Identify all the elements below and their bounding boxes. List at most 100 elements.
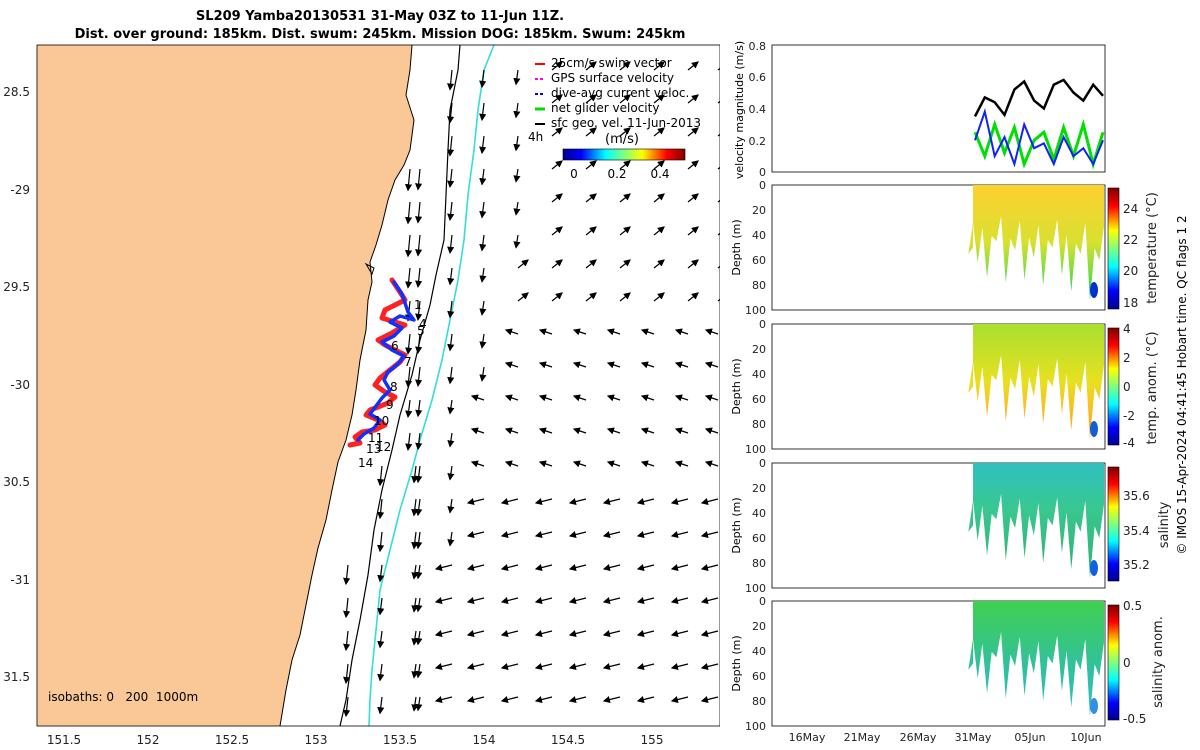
x-tick-label: 21May (844, 731, 881, 744)
cbar-tick: -0.5 (1123, 712, 1146, 726)
x-tick-label: 154.5 (551, 733, 585, 747)
time-x-ticks: 16May 21May 26May 31May 05Jun 10Jun (789, 731, 1102, 744)
velocity-arrow (606, 460, 621, 468)
velocity-arrow (404, 201, 413, 225)
y-tick-label: 0.8 (749, 40, 767, 53)
y-tick-label: 29.5 (3, 280, 30, 294)
velocity-arrow (415, 333, 423, 354)
velocity-arrow (447, 201, 455, 222)
velocity-arrow (653, 160, 665, 170)
velocity-arrow (415, 432, 423, 451)
velocity-arrow (704, 394, 719, 402)
velocity-arrow (606, 394, 621, 402)
depth-tick-label: 80 (752, 695, 766, 708)
x-tick-label: 152 (137, 733, 160, 747)
velocity-arrow (640, 427, 655, 435)
velocity-arrow (653, 94, 665, 104)
depth-tick-label: 100 (745, 443, 766, 456)
velocity-arrow (343, 630, 351, 652)
velocity-arrow (636, 663, 655, 671)
velocity-arrow (513, 201, 521, 216)
velocity-arrow (534, 663, 553, 671)
velocity-arrow (447, 366, 455, 385)
velocity-arrow (572, 361, 587, 369)
map-legend: 25cm/s swim vector GPS surface velocity … (535, 56, 701, 181)
velocity-arrow (568, 630, 587, 638)
velocity-arrow (504, 328, 519, 336)
depth-tick-label: 40 (752, 645, 766, 658)
velocity-arrow (343, 696, 351, 718)
velocity-arrow (687, 160, 699, 170)
velocity-arrow (674, 460, 689, 468)
velocity-arrow (687, 193, 699, 203)
velocity-arrow (602, 663, 621, 671)
velocity-arrow (670, 663, 689, 671)
map-y-ticks: 28.5 -29 29.5 -30 30.5 -31 31.5 (3, 85, 30, 684)
velocity-arrow (343, 597, 351, 619)
salinity-anom-cbar-label: salinity anom. (1151, 616, 1166, 708)
x-tick-label: 155 (641, 733, 664, 747)
velocity-arrow (415, 531, 423, 550)
velocity-arrow (602, 696, 621, 704)
colorbar-tick: 0.2 (607, 167, 626, 181)
velocity-arrow (606, 361, 621, 369)
temperature-depth-panel: 0 20 40 60 80 100 Depth (m) (730, 179, 1106, 317)
velocity-arrow (415, 300, 423, 321)
velocity-arrow (479, 333, 487, 349)
velocity-arrow (479, 267, 487, 283)
colorbar-tick: 0 (570, 167, 578, 181)
velocity-arrow (343, 663, 351, 685)
colorbars: 24 22 20 18 temperature (°C) 4 2 0 -2 -4… (1107, 187, 1172, 726)
velocity-arrow (551, 292, 563, 302)
velocity-arrow (500, 597, 519, 605)
depth-tick-label: 100 (745, 304, 766, 317)
cbar-tick: 24 (1123, 202, 1138, 216)
velocity-arrow (405, 432, 413, 451)
section-field (968, 601, 1104, 716)
velocity-arrow (636, 531, 655, 539)
velocity-arrow (479, 366, 487, 382)
velocity-arrow (405, 366, 413, 388)
velocity-arrow (415, 465, 423, 484)
velocity-arrow (377, 597, 385, 616)
velocity-arrow (434, 597, 453, 605)
x-tick-label: 152.5 (215, 733, 249, 747)
map-frame (36, 44, 720, 727)
velocity-arrow (619, 61, 631, 71)
velocity-arrow (551, 94, 563, 104)
section-field (968, 324, 1104, 439)
velocity-arrow (636, 597, 655, 605)
velocity-series-black (973, 78, 1104, 118)
velocity-arrow (687, 127, 699, 137)
y-tick-label: 0.6 (749, 71, 767, 84)
velocity-arrow (447, 498, 455, 514)
velocity-arrow (404, 168, 413, 192)
velocity-arrow (447, 531, 455, 547)
velocity-series-green (973, 118, 1105, 170)
track-label: 13 (366, 442, 381, 456)
legend-label: dive-avg current veloc. (551, 86, 689, 100)
track-label: 6 (391, 339, 399, 353)
velocity-arrow (585, 94, 597, 104)
velocity-arrow (674, 394, 689, 402)
depth-tick-label: 80 (752, 557, 766, 570)
colorbar-unit: (m/s) (605, 132, 639, 147)
depth-tick-label: 60 (752, 670, 766, 683)
velocity-arrow (602, 630, 621, 638)
velocity-arrow (447, 300, 455, 319)
y-tick-label: -30 (10, 378, 30, 392)
map-land (37, 45, 414, 726)
velocity-arrow (411, 663, 419, 679)
velocity-arrow (343, 564, 351, 586)
velocity-arrow (415, 663, 423, 679)
velocity-arrow (653, 259, 665, 269)
velocity-arrow (585, 160, 597, 170)
velocity-arrow (500, 696, 519, 704)
depth-tick-label: 100 (745, 720, 766, 733)
velocity-arrow (466, 498, 485, 506)
velocity-arrow (606, 328, 621, 336)
velocity-arrow (377, 630, 385, 649)
velocity-arrow (538, 361, 553, 369)
velocity-arrow (700, 630, 719, 638)
velocity-y-ticks: 0 0.2 0.4 0.6 0.8 (749, 40, 767, 179)
